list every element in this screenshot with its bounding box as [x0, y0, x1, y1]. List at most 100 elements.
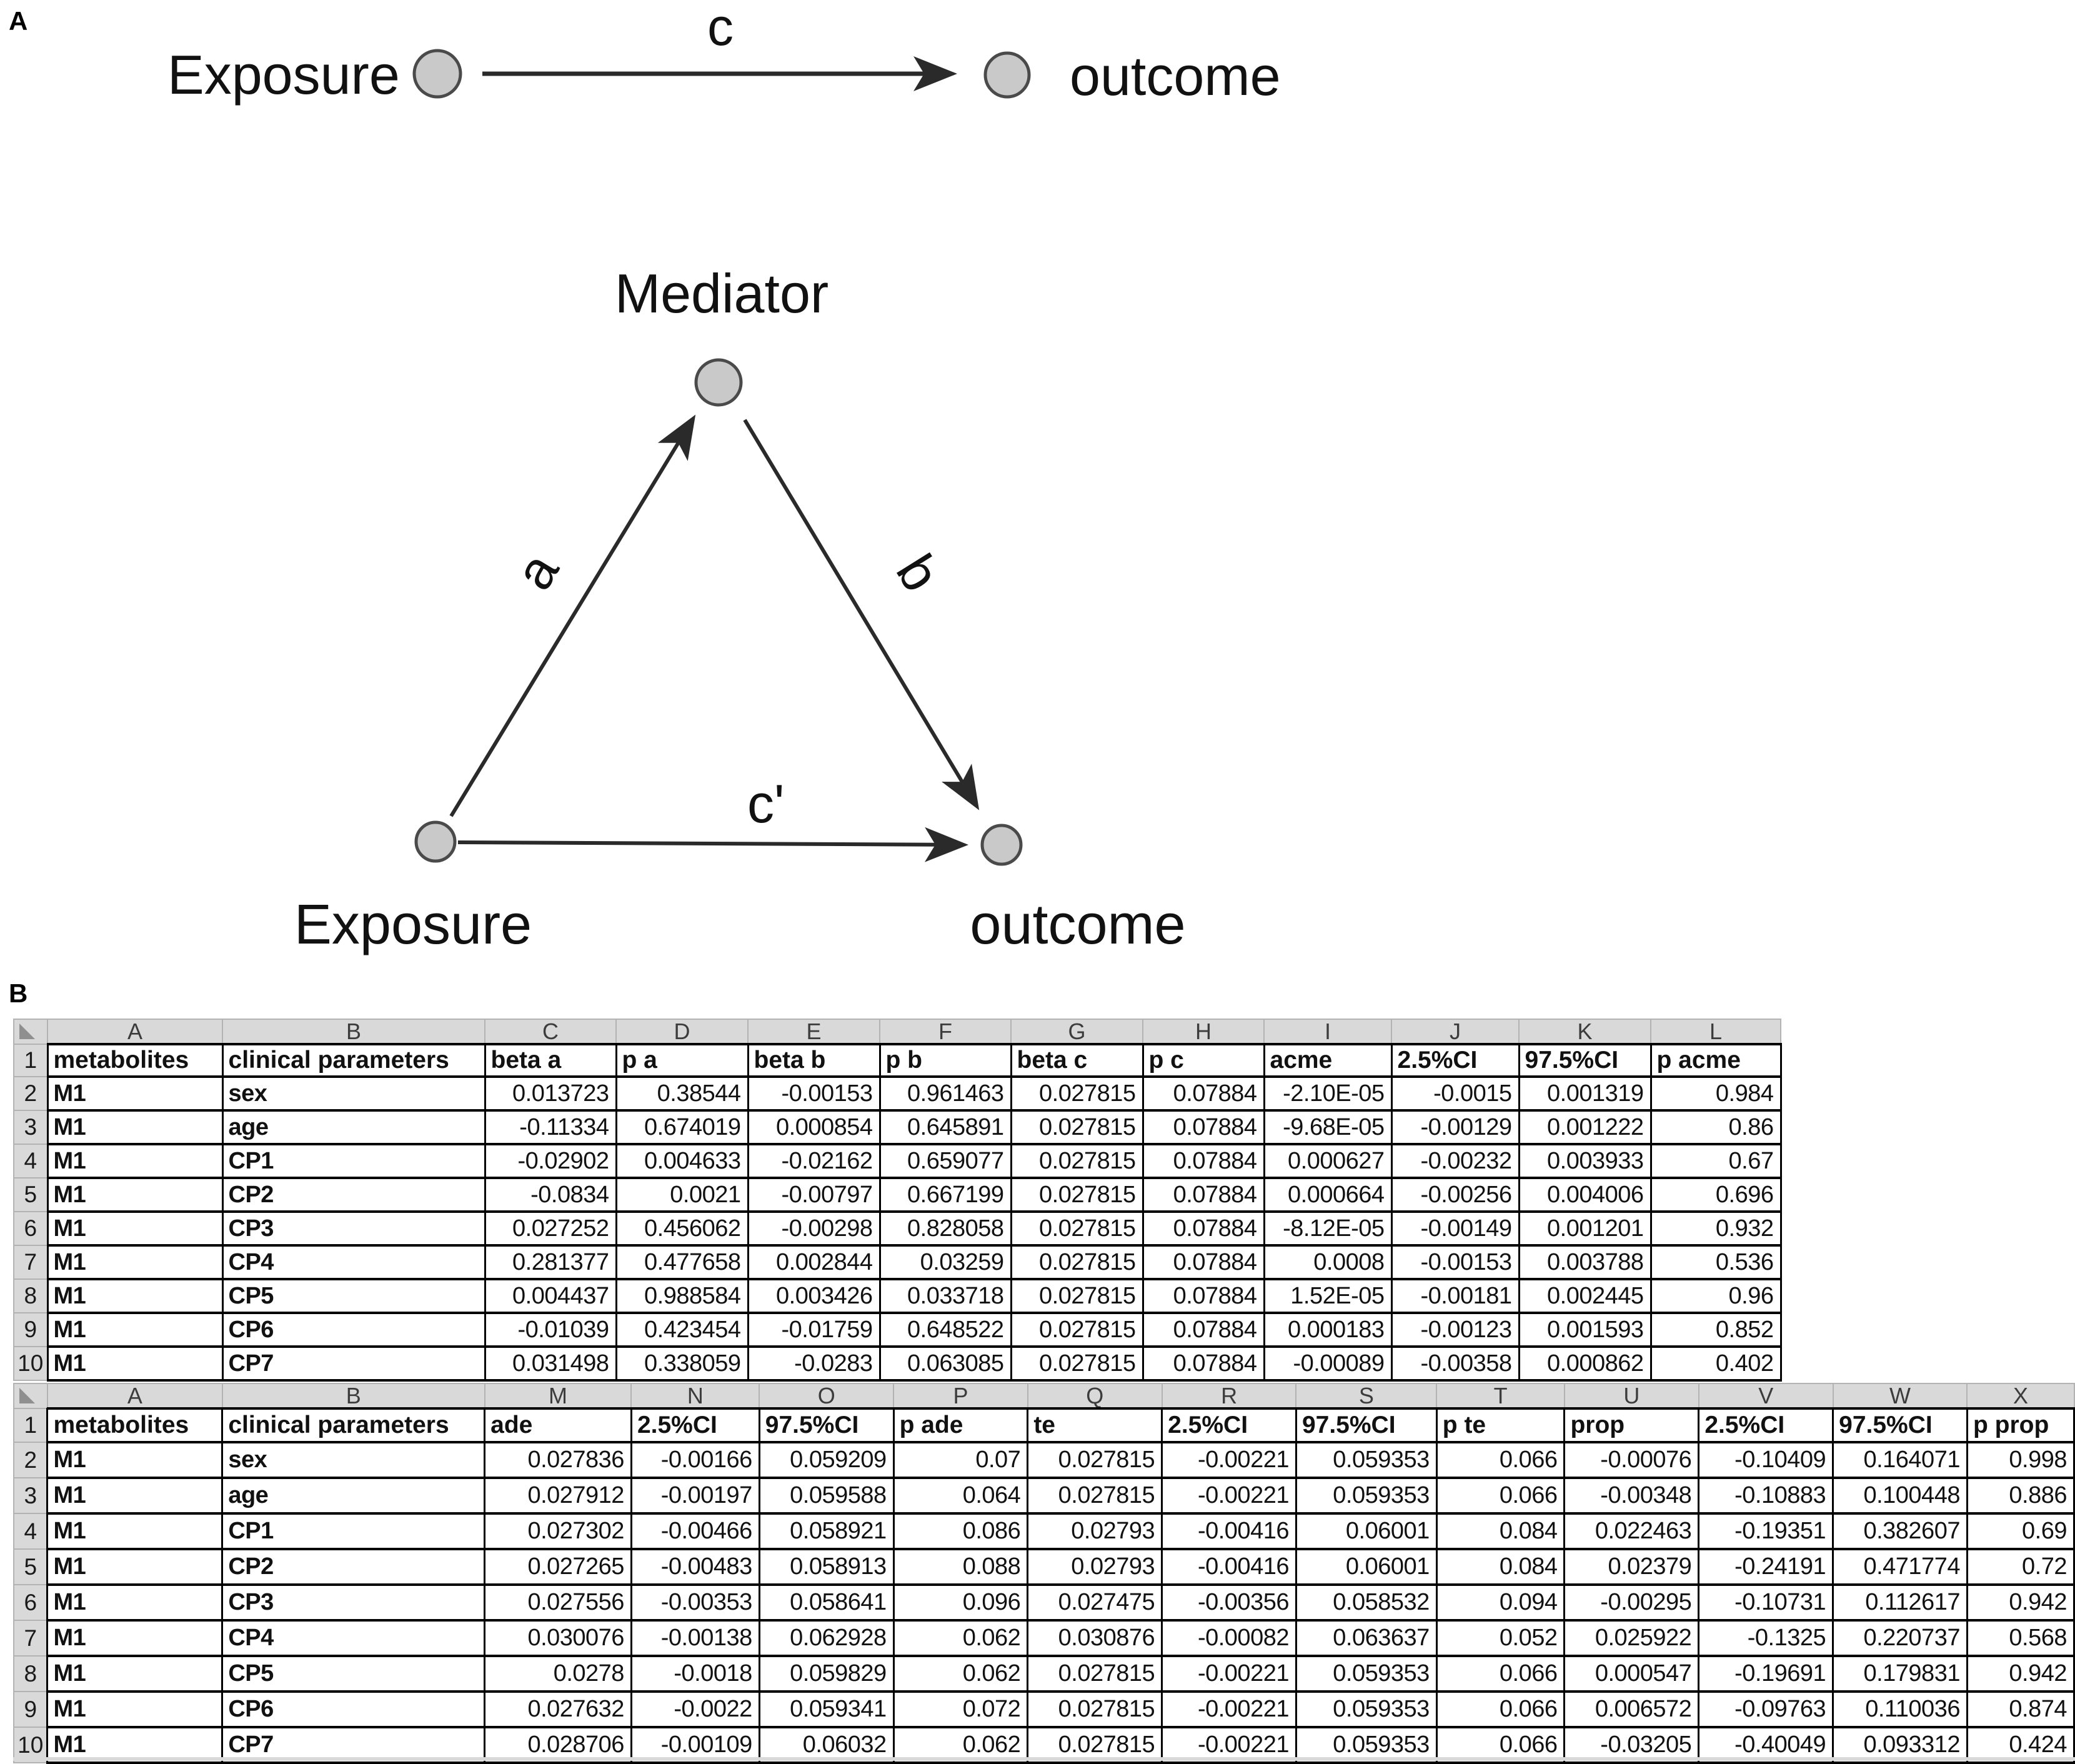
- data-cell[interactable]: 0.027815: [1010, 1109, 1144, 1145]
- data-cell[interactable]: 0.000627: [1263, 1143, 1393, 1179]
- column-letter-H[interactable]: H: [1142, 1019, 1265, 1045]
- data-cell[interactable]: 0.961463: [878, 1075, 1012, 1112]
- data-cell[interactable]: -0.00123: [1390, 1312, 1520, 1348]
- data-cell[interactable]: 0.07884: [1142, 1177, 1265, 1213]
- data-cell[interactable]: CP6: [221, 1312, 486, 1348]
- data-cell[interactable]: -0.00082: [1161, 1619, 1297, 1657]
- row-number-1[interactable]: 1: [13, 1044, 48, 1077]
- data-cell[interactable]: M1: [46, 1619, 224, 1657]
- data-cell[interactable]: 0.064: [892, 1477, 1029, 1515]
- data-cell[interactable]: 0.423454: [615, 1312, 749, 1348]
- data-cell[interactable]: 0.07884: [1142, 1143, 1265, 1179]
- data-cell[interactable]: CP3: [221, 1210, 486, 1247]
- data-cell[interactable]: M1: [46, 1477, 224, 1515]
- row-number-7[interactable]: 7: [13, 1245, 48, 1280]
- data-cell[interactable]: 0.063085: [878, 1345, 1012, 1382]
- data-cell[interactable]: 0.07884: [1142, 1312, 1265, 1348]
- data-cell[interactable]: CP1: [221, 1512, 486, 1550]
- data-cell[interactable]: CP1: [221, 1143, 486, 1179]
- column-letter-G[interactable]: G: [1010, 1019, 1143, 1045]
- data-cell[interactable]: CP7: [221, 1345, 486, 1382]
- data-cell[interactable]: -0.00483: [630, 1548, 760, 1586]
- data-cell[interactable]: 0.110036: [1832, 1690, 1968, 1728]
- data-cell[interactable]: 0.094: [1435, 1583, 1566, 1622]
- column-letter-S[interactable]: S: [1295, 1383, 1438, 1409]
- data-cell[interactable]: 0.000183: [1263, 1312, 1393, 1348]
- data-cell[interactable]: 0.027556: [484, 1583, 632, 1622]
- header-cell[interactable]: ade: [484, 1407, 632, 1443]
- data-cell[interactable]: 0.03259: [878, 1244, 1012, 1280]
- row-number-6[interactable]: 6: [13, 1584, 48, 1621]
- data-cell[interactable]: 0.07884: [1142, 1244, 1265, 1280]
- header-cell[interactable]: p b: [878, 1043, 1012, 1078]
- header-cell[interactable]: p acme: [1650, 1043, 1782, 1078]
- data-cell[interactable]: 0.086: [892, 1512, 1029, 1550]
- data-cell[interactable]: M1: [46, 1512, 224, 1550]
- data-cell[interactable]: 0.003426: [747, 1278, 881, 1314]
- data-cell[interactable]: 0.027815: [1010, 1244, 1144, 1280]
- data-cell[interactable]: -0.02902: [484, 1143, 617, 1179]
- data-cell[interactable]: 0.001319: [1518, 1075, 1652, 1112]
- header-cell[interactable]: beta b: [747, 1043, 881, 1078]
- data-cell[interactable]: 0.852: [1650, 1312, 1782, 1348]
- data-cell[interactable]: age: [221, 1477, 486, 1515]
- column-letter-E[interactable]: E: [747, 1019, 880, 1045]
- header-cell[interactable]: 97.5%CI: [1518, 1043, 1652, 1078]
- column-letter-M[interactable]: M: [484, 1383, 632, 1409]
- select-all-corner[interactable]: [13, 1019, 48, 1045]
- data-cell[interactable]: 0.96: [1650, 1278, 1782, 1314]
- data-cell[interactable]: -0.0283: [747, 1345, 881, 1382]
- data-cell[interactable]: -0.00181: [1390, 1278, 1520, 1314]
- column-letter-B[interactable]: B: [221, 1383, 485, 1409]
- data-cell[interactable]: 0.0021: [615, 1177, 749, 1213]
- header-cell[interactable]: metabolites: [46, 1043, 224, 1078]
- header-cell[interactable]: 2.5%CI: [1161, 1407, 1297, 1443]
- data-cell[interactable]: -0.00295: [1563, 1583, 1700, 1622]
- data-cell[interactable]: 0.07884: [1142, 1210, 1265, 1247]
- data-cell[interactable]: -8.12E-05: [1263, 1210, 1393, 1247]
- data-cell[interactable]: 0.000854: [747, 1109, 881, 1145]
- data-cell[interactable]: 0.0278: [484, 1655, 632, 1693]
- data-cell[interactable]: 0.402: [1650, 1345, 1782, 1382]
- data-cell[interactable]: 0.027265: [484, 1548, 632, 1586]
- data-cell[interactable]: 0.066: [1435, 1655, 1566, 1693]
- data-cell[interactable]: 0.477658: [615, 1244, 749, 1280]
- data-cell[interactable]: 0.000547: [1563, 1655, 1700, 1693]
- data-cell[interactable]: 0.000664: [1263, 1177, 1393, 1213]
- data-cell[interactable]: age: [221, 1109, 486, 1145]
- data-cell[interactable]: -0.00129: [1390, 1109, 1520, 1145]
- row-number-1[interactable]: 1: [13, 1408, 48, 1443]
- data-cell[interactable]: 0.942: [1966, 1655, 2075, 1693]
- data-cell[interactable]: -0.00416: [1161, 1512, 1297, 1550]
- data-cell[interactable]: 0.052: [1435, 1619, 1566, 1657]
- row-number-3[interactable]: 3: [13, 1110, 48, 1145]
- data-cell[interactable]: 0.988584: [615, 1278, 749, 1314]
- data-cell[interactable]: 0.38544: [615, 1075, 749, 1112]
- data-cell[interactable]: 0.058641: [758, 1583, 895, 1622]
- data-cell[interactable]: 0.084: [1435, 1548, 1566, 1586]
- column-letter-N[interactable]: N: [630, 1383, 760, 1409]
- data-cell[interactable]: -0.00149: [1390, 1210, 1520, 1247]
- data-cell[interactable]: -0.09763: [1698, 1690, 1834, 1728]
- row-number-4[interactable]: 4: [13, 1144, 48, 1178]
- header-cell[interactable]: p c: [1142, 1043, 1265, 1078]
- data-cell[interactable]: 0.027815: [1027, 1477, 1163, 1515]
- data-cell[interactable]: 0.382607: [1832, 1512, 1968, 1550]
- data-cell[interactable]: 0.006572: [1563, 1690, 1700, 1728]
- data-cell[interactable]: CP3: [221, 1583, 486, 1622]
- data-cell[interactable]: CP2: [221, 1548, 486, 1586]
- data-cell[interactable]: 0.100448: [1832, 1477, 1968, 1515]
- data-cell[interactable]: -0.40049: [1698, 1726, 1834, 1764]
- data-cell[interactable]: 0.058921: [758, 1512, 895, 1550]
- header-cell[interactable]: 2.5%CI: [1698, 1407, 1834, 1443]
- data-cell[interactable]: CP5: [221, 1655, 486, 1693]
- data-cell[interactable]: 0.004006: [1518, 1177, 1652, 1213]
- column-letter-Q[interactable]: Q: [1027, 1383, 1163, 1409]
- data-cell[interactable]: 0.027815: [1027, 1690, 1163, 1728]
- data-cell[interactable]: 0.059341: [758, 1690, 895, 1728]
- header-cell[interactable]: 97.5%CI: [1832, 1407, 1968, 1443]
- data-cell[interactable]: 0.07884: [1142, 1075, 1265, 1112]
- data-cell[interactable]: -0.00089: [1263, 1345, 1393, 1382]
- column-letter-L[interactable]: L: [1650, 1019, 1781, 1045]
- data-cell[interactable]: -0.24191: [1698, 1548, 1834, 1586]
